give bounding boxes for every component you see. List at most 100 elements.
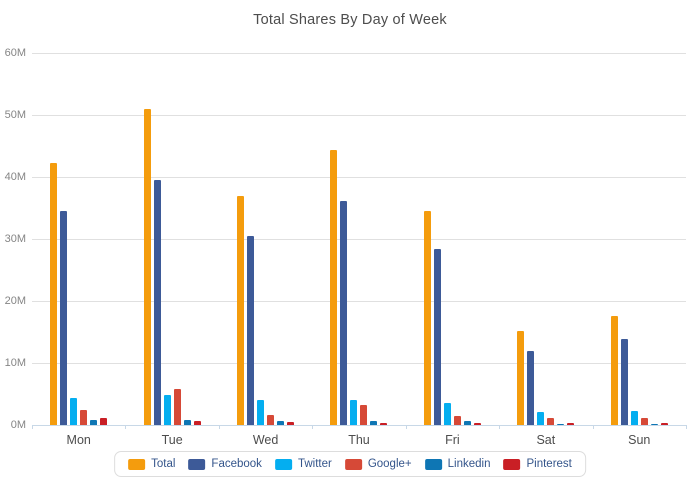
bar-facebook-fri[interactable] xyxy=(433,248,441,425)
legend-label: Pinterest xyxy=(526,458,572,470)
x-axis-tick xyxy=(686,425,687,429)
bar-facebook-sun[interactable] xyxy=(620,338,628,425)
bar-total-tue[interactable] xyxy=(143,108,151,425)
chart-legend: Total Facebook Twitter Google+ Linkedin Pinte… xyxy=(114,451,586,477)
bar-linkedin-wed[interactable] xyxy=(277,421,285,425)
gridline xyxy=(32,238,686,240)
x-axis-tick xyxy=(312,425,314,429)
bar-googleplus-wed[interactable] xyxy=(267,415,275,425)
bar-group-tue xyxy=(125,53,218,425)
legend-item-total[interactable]: Total xyxy=(128,458,175,470)
bar-twitter-sat[interactable] xyxy=(537,412,545,425)
x-axis-label-fri: Fri xyxy=(445,433,460,447)
legend-label: Google+ xyxy=(367,458,412,470)
bar-group-thu xyxy=(312,53,405,425)
bar-linkedin-sun[interactable] xyxy=(650,424,658,425)
x-axis-tick xyxy=(218,425,220,429)
bar-total-sun[interactable] xyxy=(610,315,618,425)
gridline xyxy=(32,52,686,54)
legend-item-googleplus[interactable]: Google+ xyxy=(344,458,412,470)
y-axis-tick-label: 40M xyxy=(4,171,26,183)
y-axis-tick-label: 20M xyxy=(4,295,26,307)
legend-swatch-total xyxy=(128,458,146,470)
bar-googleplus-mon[interactable] xyxy=(80,410,88,425)
x-axis-label-tue: Tue xyxy=(161,433,183,447)
x-axis-tick xyxy=(32,425,33,429)
y-axis-tick-label: 30M xyxy=(4,233,26,245)
x-axis-label-mon: Mon xyxy=(66,433,91,447)
x-axis-tick xyxy=(592,425,594,429)
bar-googleplus-thu[interactable] xyxy=(360,405,368,425)
bar-googleplus-sun[interactable] xyxy=(640,417,648,425)
bar-total-wed[interactable] xyxy=(237,196,245,425)
bar-group-sun xyxy=(593,53,686,425)
y-axis-tick-label: 10M xyxy=(4,357,26,369)
x-axis-label-thu: Thu xyxy=(348,433,370,447)
bar-facebook-thu[interactable] xyxy=(340,200,348,425)
bar-googleplus-tue[interactable] xyxy=(173,389,181,425)
x-axis-label-sat: Sat xyxy=(536,433,556,447)
legend-label: Facebook xyxy=(211,458,262,470)
bar-twitter-wed[interactable] xyxy=(257,400,265,425)
bar-linkedin-thu[interactable] xyxy=(370,421,378,425)
legend-swatch-googleplus xyxy=(344,458,362,470)
gridline xyxy=(32,176,686,178)
gridline xyxy=(32,300,686,302)
bar-twitter-mon[interactable] xyxy=(70,398,78,425)
bar-pinterest-wed[interactable] xyxy=(287,421,295,425)
bar-googleplus-fri[interactable] xyxy=(453,415,461,425)
bar-facebook-tue[interactable] xyxy=(153,180,161,425)
x-axis-line xyxy=(32,425,686,426)
bar-linkedin-mon[interactable] xyxy=(90,420,98,425)
x-axis-tick xyxy=(499,425,501,429)
bar-twitter-thu[interactable] xyxy=(350,400,358,425)
bar-pinterest-fri[interactable] xyxy=(473,422,481,425)
y-axis-tick-label: 60M xyxy=(4,47,26,59)
bar-pinterest-tue[interactable] xyxy=(193,420,201,425)
bar-linkedin-fri[interactable] xyxy=(463,421,471,425)
x-axis-label-wed: Wed xyxy=(252,433,279,447)
legend-swatch-twitter xyxy=(274,458,292,470)
bar-total-sat[interactable] xyxy=(517,330,525,425)
bar-pinterest-mon[interactable] xyxy=(100,418,108,425)
legend-label: Twitter xyxy=(297,458,332,470)
legend-swatch-facebook xyxy=(188,458,206,470)
legend-swatch-linkedin xyxy=(424,458,442,470)
bar-group-sat xyxy=(499,53,592,425)
plot-area xyxy=(32,52,686,426)
bar-total-mon[interactable] xyxy=(50,162,58,425)
legend-label: Total xyxy=(151,458,176,470)
bar-pinterest-sun[interactable] xyxy=(660,423,668,425)
bar-pinterest-sat[interactable] xyxy=(567,423,575,425)
bar-facebook-mon[interactable] xyxy=(60,211,68,425)
legend-swatch-pinterest xyxy=(503,458,521,470)
bar-facebook-sat[interactable] xyxy=(527,351,535,425)
gridline xyxy=(32,362,686,364)
bar-linkedin-tue[interactable] xyxy=(183,420,191,425)
legend-item-twitter[interactable]: Twitter xyxy=(274,458,332,470)
bar-total-thu[interactable] xyxy=(330,149,338,425)
bar-group-wed xyxy=(219,53,312,425)
legend-item-linkedin[interactable]: Linkedin xyxy=(424,458,491,470)
legend-item-pinterest[interactable]: Pinterest xyxy=(503,458,572,470)
legend-label: Linkedin xyxy=(447,458,491,470)
bar-googleplus-sat[interactable] xyxy=(547,418,555,425)
bar-twitter-fri[interactable] xyxy=(443,403,451,425)
bar-pinterest-thu[interactable] xyxy=(380,423,388,425)
bar-facebook-wed[interactable] xyxy=(247,235,255,425)
chart-title: Total Shares By Day of Week xyxy=(253,12,447,28)
x-axis-tick xyxy=(405,425,407,429)
bar-total-fri[interactable] xyxy=(423,210,431,425)
bar-twitter-tue[interactable] xyxy=(163,395,171,425)
bar-group-fri xyxy=(406,53,499,425)
bar-linkedin-sat[interactable] xyxy=(557,424,565,425)
y-axis-tick-label: 0M xyxy=(10,419,26,431)
x-axis-label-sun: Sun xyxy=(628,433,651,447)
gridline xyxy=(32,114,686,116)
bar-twitter-sun[interactable] xyxy=(630,411,638,425)
bar-group-mon xyxy=(32,53,125,425)
y-axis-tick-label: 50M xyxy=(4,109,26,121)
x-axis-tick xyxy=(125,425,127,429)
legend-item-facebook[interactable]: Facebook xyxy=(188,458,262,470)
